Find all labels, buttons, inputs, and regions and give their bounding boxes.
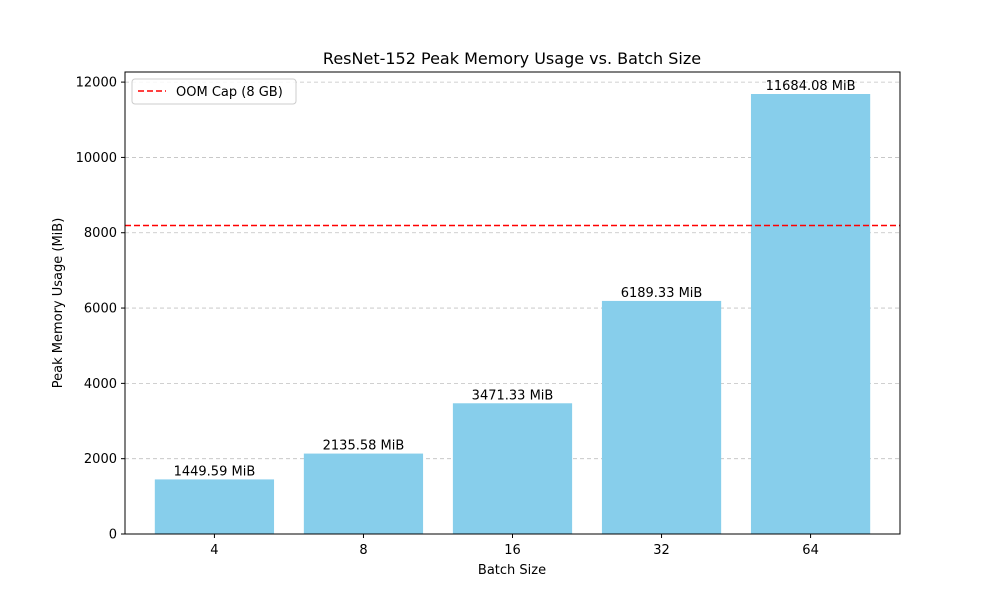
y-axis-ticks: 0 2000 4000 6000 8000 10000 12000 xyxy=(76,76,125,543)
x-tick-label-64: 64 xyxy=(802,543,819,558)
y-tick-label: 6000 xyxy=(84,302,117,317)
x-axis-label: Batch Size xyxy=(478,563,546,578)
bar-batch-16 xyxy=(452,403,573,534)
bar-batch-4 xyxy=(154,479,275,534)
data-label-batch-8: 2135.58 MiB xyxy=(323,439,405,454)
y-axis-label: Peak Memory Usage (MiB) xyxy=(51,218,66,389)
bar-batch-32 xyxy=(601,300,722,534)
x-tick-label-4: 4 xyxy=(210,543,218,558)
y-tick-label: 12000 xyxy=(76,76,117,91)
bars xyxy=(154,93,871,535)
data-label-batch-32: 6189.33 MiB xyxy=(621,286,703,301)
data-label-batch-64: 11684.08 MiB xyxy=(766,79,856,94)
x-tick-label-16: 16 xyxy=(504,543,521,558)
legend-box xyxy=(131,78,297,105)
y-tick-label: 0 xyxy=(109,528,117,543)
data-label-batch-4: 1449.59 MiB xyxy=(174,464,256,479)
legend: OOM Cap (8 GB) xyxy=(131,78,297,105)
y-tick-label: 8000 xyxy=(84,226,117,241)
bar-batch-64 xyxy=(750,93,871,535)
data-label-batch-16: 3471.33 MiB xyxy=(472,388,554,403)
data-labels: 1449.59 MiB 2135.58 MiB 3471.33 MiB 6189.33… xyxy=(174,79,856,479)
legend-label-oom-cap: OOM Cap (8 GB) xyxy=(176,85,283,100)
chart-title: ResNet-152 Peak Memory Usage vs. Batch S… xyxy=(323,49,701,68)
x-tick-label-32: 32 xyxy=(653,543,670,558)
y-tick-label: 4000 xyxy=(84,377,117,392)
x-axis-ticks: 4 8 16 32 64 xyxy=(210,534,819,558)
x-tick-label-8: 8 xyxy=(359,543,367,558)
y-tick-label: 2000 xyxy=(84,452,117,467)
bar-batch-8 xyxy=(303,453,424,534)
y-tick-label: 10000 xyxy=(76,151,117,166)
